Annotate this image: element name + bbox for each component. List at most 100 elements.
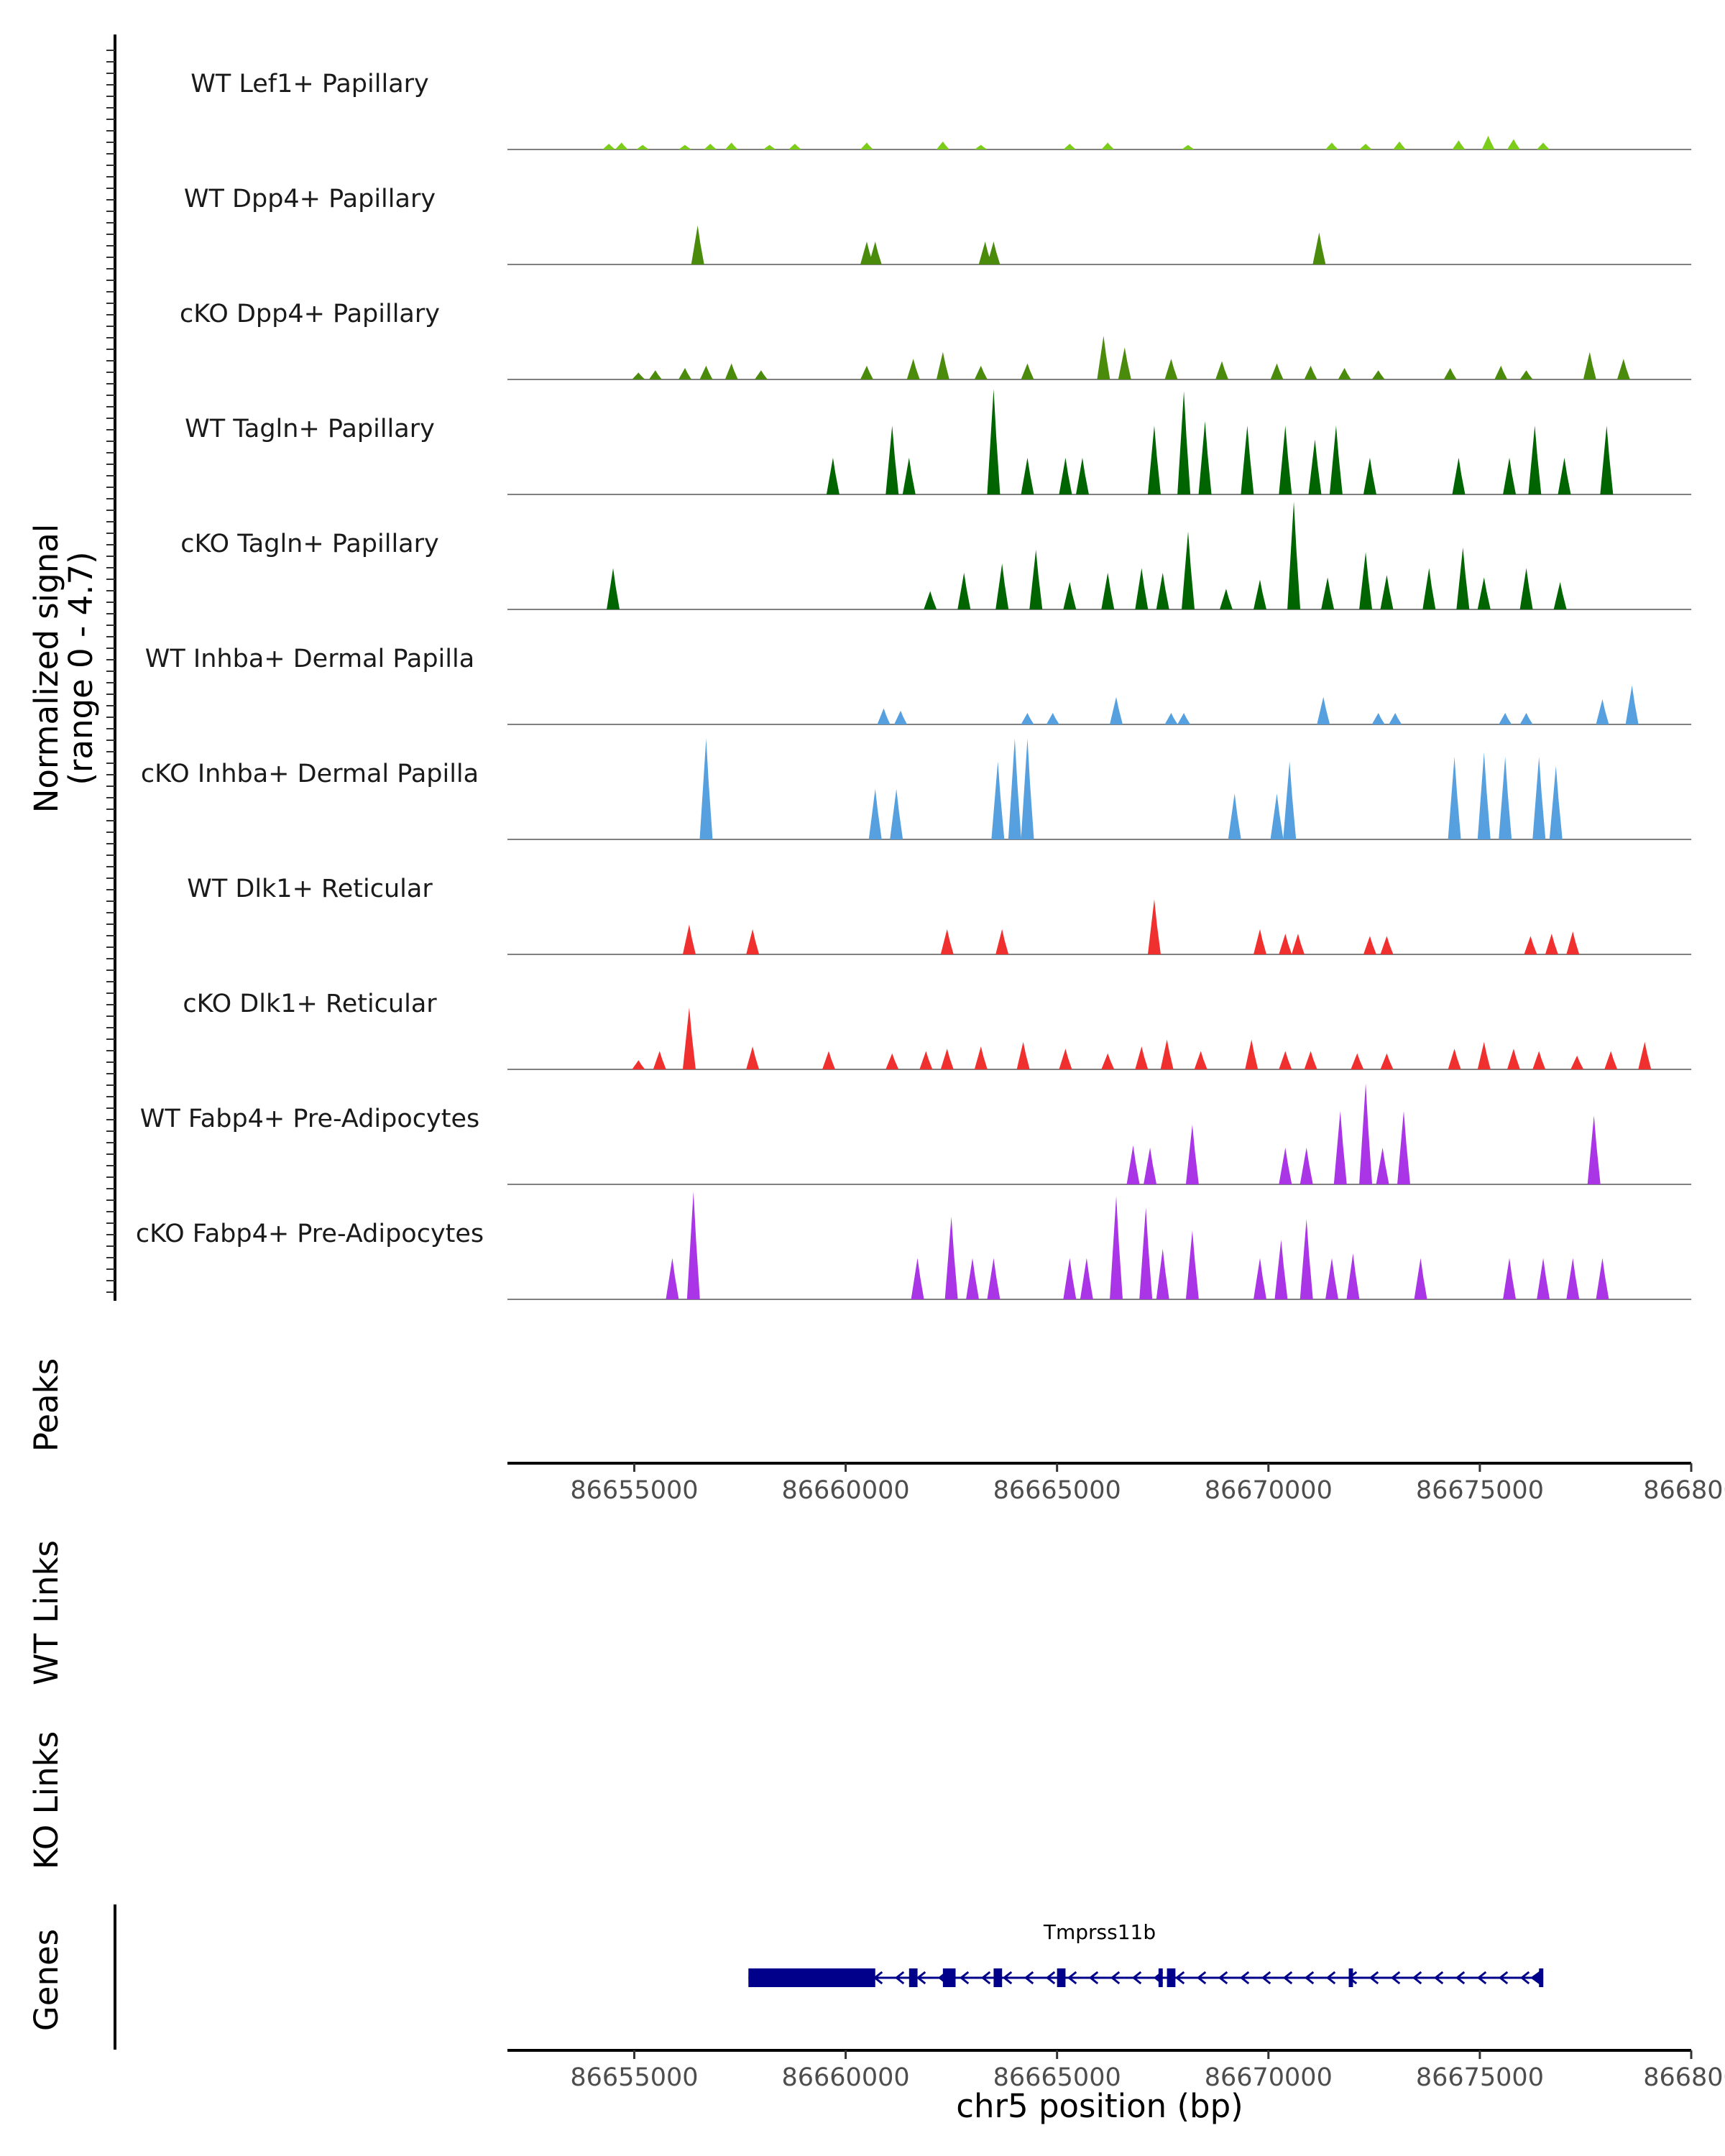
signal-peak [1300,1147,1313,1184]
track-9: WT Fabp4+ Pre-Adipocytes [140,1083,1691,1185]
x-axis-title: chr5 position (bp) [956,2087,1243,2125]
gene-name: Tmprss11b [1043,1920,1156,1944]
signal-peak [1448,757,1461,839]
signal-peak [1583,351,1596,379]
signal-peak [1270,363,1284,379]
signal-peak [615,142,628,149]
x-axis-top: 86655000 86660000 86665000 86670000 86675000… [507,1462,1725,1505]
strand-arrow [1498,1971,1509,1985]
signal-peak [1101,1053,1115,1069]
signal-peak [678,144,692,149]
signal-peak [1194,1051,1208,1069]
signal-peak [1308,439,1322,494]
signal-peak [1279,934,1292,954]
track-label: WT Tagln+ Papillary [185,415,435,443]
strand-arrow [1282,1971,1293,1985]
signal-peak [1254,1258,1267,1299]
strand-arrow [1239,1971,1250,1985]
signal-peak [1177,391,1191,494]
signal-peak [978,241,992,264]
signal-peak [877,708,891,724]
x-axis-bottom: 86655000 86660000 86665000 86670000 86675000… [507,2049,1725,2092]
signal-peak [1144,1147,1157,1184]
signal-peak [1135,1046,1149,1069]
signal-peak [1317,696,1330,724]
signal-peak [936,351,949,379]
signal-peak [1549,765,1563,839]
peaks-label: Peaks [27,1358,65,1452]
signal-peak [1135,568,1149,609]
x-tick-label: 86660000 [781,1476,909,1505]
signal-peak [940,1049,954,1069]
signal-peak [822,1051,836,1069]
signal-peak [1329,425,1343,494]
signal-peak [1139,1207,1153,1299]
signal-peak [1274,1240,1288,1299]
strand-arrow [1390,1971,1401,1985]
signal-peak [1506,1049,1520,1069]
signal-peak [894,710,908,724]
x-tick-label: 86655000 [570,2063,698,2092]
x-tick-label: 86655000 [570,1476,698,1505]
track-8: cKO Dlk1+ Reticular [183,990,1691,1070]
signal-peak [746,1046,760,1069]
signal-peak [1537,142,1550,149]
x-tick-label: 866800 [1643,2063,1725,2092]
signal-peak [1638,1041,1652,1069]
signal-peak [1499,713,1512,724]
signal-peak [1359,144,1373,149]
signal-peak [1241,425,1254,494]
signal-peak [1279,1051,1292,1069]
signal-peak [1304,1051,1317,1069]
signal-peak [1397,1110,1411,1184]
signal-peak [1553,581,1567,609]
signal-peak [1600,425,1614,494]
signal-peak [1596,699,1609,724]
gene-exon [1057,1968,1066,1987]
signal-peak [699,365,713,379]
signal-peak [906,359,920,379]
signal-peak [966,1258,980,1299]
signal-peak [1596,1258,1609,1299]
signal-peak [1325,142,1339,149]
track-label: cKO Fabp4+ Pre-Adipocytes [136,1220,484,1248]
signal-peak [1443,368,1457,379]
signal-peak [602,144,616,149]
strand-arrow [959,1971,970,1985]
track-label: cKO Dpp4+ Papillary [180,300,440,328]
signal-peak [1351,1053,1364,1069]
signal-peak [1371,713,1385,724]
signal-peak [1164,359,1178,379]
signal-peak [682,1007,696,1069]
strand-arrow [1067,1971,1077,1985]
signal-peak [1456,547,1470,609]
x-tick-label: 86675000 [1416,2063,1544,2092]
signal-peak [763,144,776,149]
track-label: WT Fabp4+ Pre-Adipocytes [140,1105,479,1133]
signal-peak [1279,1147,1292,1184]
ko-links-label: KO Links [27,1731,65,1869]
strand-arrow [1455,1971,1466,1985]
signal-peak [1182,531,1195,609]
signal-peak [1371,370,1385,379]
signal-peak [1380,575,1394,609]
track-1: WT Dpp4+ Papillary [184,185,1691,265]
signal-peak [686,1192,700,1299]
track-label: cKO Tagln+ Papillary [180,530,439,558]
gene-exon [942,1968,956,1987]
signal-peak [911,1258,924,1299]
signal-peak [632,1060,645,1069]
signal-peak [1021,713,1034,724]
signal-peak [995,563,1009,609]
signal-peak [1254,929,1267,954]
track-2: cKO Dpp4+ Papillary [180,300,1691,380]
signal-peak [632,372,645,379]
signal-peak [1380,1053,1394,1069]
signal-peak [1063,1258,1077,1299]
track-10: cKO Fabp4+ Pre-Adipocytes [136,1192,1691,1300]
signal-peak [1021,457,1034,494]
signal-peak [1279,425,1292,494]
strand-arrow [1218,1971,1228,1985]
strand-arrow [1261,1971,1271,1985]
signal-peak [704,144,717,149]
